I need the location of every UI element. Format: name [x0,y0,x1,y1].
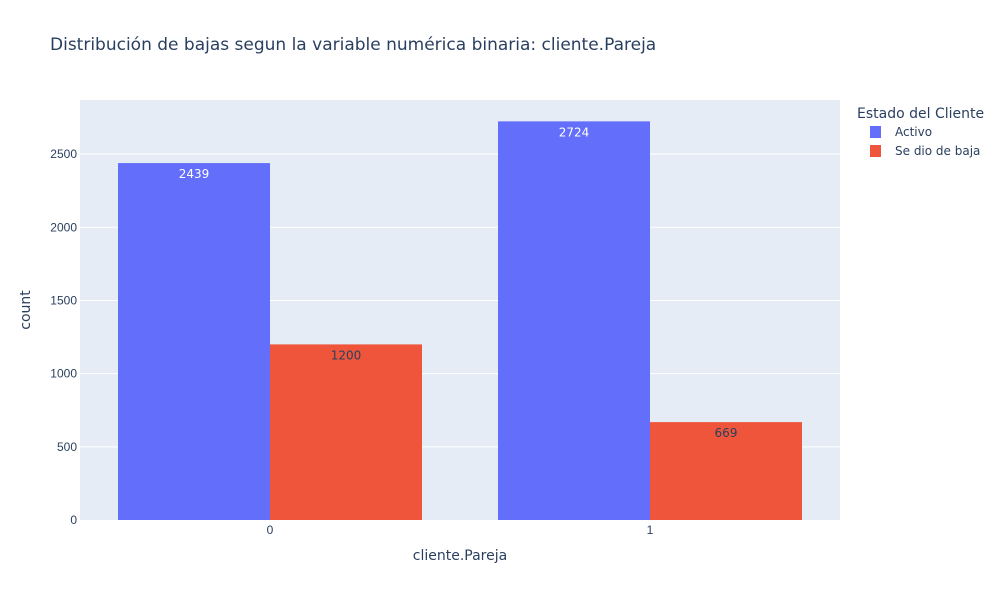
legend-item-activo[interactable]: Activo [870,125,932,139]
bar-activo-0[interactable] [118,163,270,520]
y-tick-label: 1500 [50,293,77,307]
y-axis-title: count [18,290,34,330]
legend-item-label: Activo [895,125,932,139]
legend-item-label: Se dio de baja [895,144,980,158]
bar-value-label: 2439 [179,167,210,181]
bar-value-label: 2724 [559,125,590,139]
y-tick-label: 2500 [50,147,77,161]
legend[interactable]: Estado del Cliente Activo Se dio de baja [857,106,984,158]
y-tick-label: 2000 [50,220,77,234]
legend-item-se-dio-de-baja[interactable]: Se dio de baja [870,144,980,158]
bar-value-label: 669 [715,426,738,440]
chart-title: Distribución de bajas segun la variable … [50,35,656,55]
x-tick-label: 0 [267,523,274,537]
x-tick-label: 1 [647,523,654,537]
bar-se-dio-de-baja-0[interactable] [270,344,422,520]
y-tick-label: 500 [57,440,77,454]
legend-swatch [870,145,881,157]
bar-labels: 2439 1200 2724 669 [179,125,738,440]
y-axis-ticks: 0 500 1000 1500 2000 2500 [50,147,77,527]
y-tick-label: 1000 [50,367,77,381]
bars [118,121,802,521]
legend-swatch [870,126,881,138]
bar-value-label: 1200 [331,348,362,362]
y-tick-label: 0 [70,513,77,527]
bar-activo-1[interactable] [498,121,650,521]
legend-title: Estado del Cliente [857,106,984,122]
x-axis-title: cliente.Pareja [413,548,507,564]
bar-se-dio-de-baja-1[interactable] [650,422,802,520]
legend-items[interactable]: Activo Se dio de baja [870,125,980,158]
